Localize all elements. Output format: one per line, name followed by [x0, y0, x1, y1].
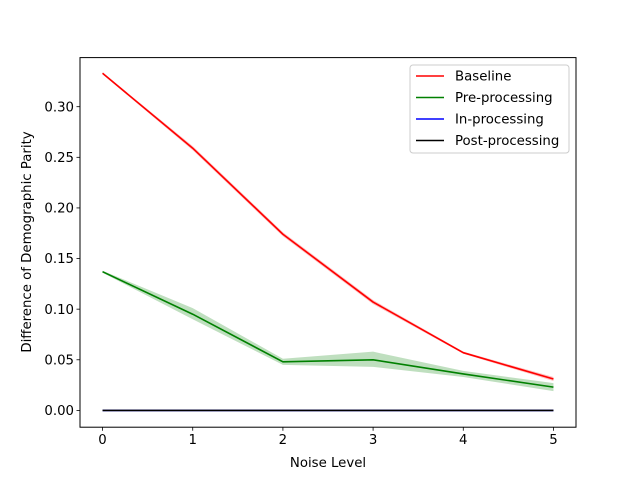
y-tick-label: 0.25 — [44, 151, 74, 166]
y-tick-label: 0.30 — [44, 100, 74, 115]
x-tick-label: 5 — [549, 433, 557, 448]
confidence-bands — [102, 72, 554, 392]
x-tick-label: 2 — [279, 433, 287, 448]
legend-label-post-processing: Post-processing — [455, 134, 559, 149]
series-lines — [102, 72, 554, 412]
legend-box — [409, 64, 570, 154]
y-axis-ticks: 0.00 0.05 0.10 0.15 0.20 0.25 0.30 — [44, 100, 80, 419]
legend-label-in-processing: In-processing — [455, 113, 544, 128]
x-tick-label: 4 — [459, 433, 467, 448]
x-tick-label: 1 — [188, 433, 196, 448]
plot-frame — [79, 57, 577, 428]
band-pre-processing — [102, 270, 554, 392]
series-line-pre-processing — [102, 270, 554, 388]
legend-label-pre-processing: Pre-processing — [455, 91, 553, 106]
legend: Baseline Pre-processing In-processing Post-… — [409, 64, 570, 154]
series-line-baseline — [102, 72, 554, 380]
legend-label-baseline: Baseline — [455, 70, 511, 85]
x-tick-label: 0 — [98, 433, 106, 448]
y-axis-label: Difference of Demographic Parity — [20, 131, 35, 352]
y-tick-label: 0.15 — [44, 252, 74, 267]
y-tick-label: 0.20 — [44, 202, 74, 217]
y-tick-label: 0.05 — [44, 353, 74, 368]
x-axis-ticks: 0 1 2 3 4 5 — [98, 427, 558, 448]
x-tick-label: 3 — [369, 433, 377, 448]
y-tick-label: 0.10 — [44, 303, 74, 318]
y-tick-label: 0.00 — [44, 404, 74, 419]
x-axis-label: Noise Level — [290, 456, 366, 471]
